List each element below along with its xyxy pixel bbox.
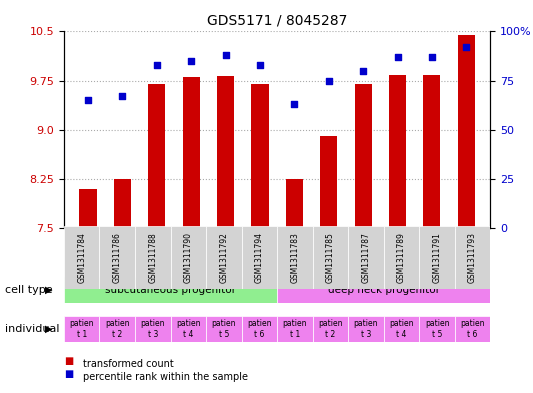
FancyBboxPatch shape <box>277 316 313 342</box>
FancyBboxPatch shape <box>384 226 419 289</box>
Bar <box>354 84 372 228</box>
Text: cell type: cell type <box>5 285 53 295</box>
Text: patien: patien <box>247 319 272 328</box>
Text: t 5: t 5 <box>219 330 229 339</box>
FancyBboxPatch shape <box>64 277 277 303</box>
Bar <box>114 179 131 228</box>
FancyBboxPatch shape <box>277 226 313 289</box>
FancyBboxPatch shape <box>419 316 455 342</box>
Text: GSM1311789: GSM1311789 <box>397 232 406 283</box>
Text: t 4: t 4 <box>397 330 407 339</box>
Text: t 2: t 2 <box>112 330 123 339</box>
Point <box>427 54 436 60</box>
Text: ▶: ▶ <box>45 285 53 295</box>
FancyBboxPatch shape <box>100 316 135 342</box>
Bar <box>286 179 303 228</box>
Bar <box>320 136 337 228</box>
FancyBboxPatch shape <box>135 226 171 289</box>
FancyBboxPatch shape <box>171 316 206 342</box>
Text: GSM1311784: GSM1311784 <box>77 232 86 283</box>
Text: patien: patien <box>176 319 200 328</box>
Point <box>359 68 367 74</box>
FancyBboxPatch shape <box>455 226 490 289</box>
Text: patien: patien <box>141 319 165 328</box>
FancyBboxPatch shape <box>313 226 348 289</box>
Text: t 3: t 3 <box>148 330 158 339</box>
Point <box>256 62 264 68</box>
Bar <box>217 76 234 228</box>
Text: patien: patien <box>282 319 307 328</box>
Text: t 1: t 1 <box>290 330 300 339</box>
Text: ■: ■ <box>64 356 73 365</box>
FancyBboxPatch shape <box>206 316 241 342</box>
FancyBboxPatch shape <box>277 277 490 303</box>
Text: t 2: t 2 <box>325 330 336 339</box>
Text: GSM1311794: GSM1311794 <box>255 232 264 283</box>
Text: GSM1311785: GSM1311785 <box>326 232 335 283</box>
Text: t 6: t 6 <box>254 330 264 339</box>
Text: patien: patien <box>318 319 343 328</box>
Text: GSM1311783: GSM1311783 <box>290 232 300 283</box>
FancyBboxPatch shape <box>241 316 277 342</box>
FancyBboxPatch shape <box>348 226 384 289</box>
Text: percentile rank within the sample: percentile rank within the sample <box>83 372 248 382</box>
Point <box>187 58 196 64</box>
FancyBboxPatch shape <box>348 316 384 342</box>
Text: patien: patien <box>461 319 485 328</box>
FancyBboxPatch shape <box>313 316 348 342</box>
Text: t 4: t 4 <box>183 330 193 339</box>
Bar <box>389 75 406 228</box>
Text: t 5: t 5 <box>432 330 442 339</box>
Point <box>118 93 127 99</box>
Bar <box>252 84 269 228</box>
Point <box>290 101 298 107</box>
Text: GSM1311790: GSM1311790 <box>184 232 193 283</box>
Point <box>325 77 333 84</box>
Text: subcutaneous progenitor: subcutaneous progenitor <box>105 285 236 295</box>
Text: deep neck progenitor: deep neck progenitor <box>328 285 440 295</box>
FancyBboxPatch shape <box>241 226 277 289</box>
Text: GSM1311788: GSM1311788 <box>148 232 157 283</box>
FancyBboxPatch shape <box>171 226 206 289</box>
FancyBboxPatch shape <box>100 226 135 289</box>
Text: patien: patien <box>105 319 130 328</box>
Bar <box>148 84 165 228</box>
Bar <box>79 189 96 228</box>
Text: t 1: t 1 <box>77 330 87 339</box>
Text: GSM1311787: GSM1311787 <box>361 232 370 283</box>
Point <box>152 62 161 68</box>
FancyBboxPatch shape <box>64 226 100 289</box>
Text: patien: patien <box>212 319 236 328</box>
FancyBboxPatch shape <box>206 226 241 289</box>
Text: patien: patien <box>354 319 378 328</box>
Point <box>462 44 471 50</box>
FancyBboxPatch shape <box>64 316 100 342</box>
Text: GSM1311791: GSM1311791 <box>433 232 441 283</box>
Point <box>393 54 402 60</box>
Bar <box>183 77 200 228</box>
Text: t 3: t 3 <box>361 330 371 339</box>
Text: ▶: ▶ <box>45 324 53 334</box>
Text: GSM1311792: GSM1311792 <box>220 232 228 283</box>
Text: t 6: t 6 <box>467 330 478 339</box>
Text: individual: individual <box>5 324 60 334</box>
FancyBboxPatch shape <box>455 316 490 342</box>
FancyBboxPatch shape <box>419 226 455 289</box>
Text: transformed count: transformed count <box>83 358 173 369</box>
FancyBboxPatch shape <box>384 316 419 342</box>
Bar <box>458 35 475 228</box>
Text: patien: patien <box>69 319 94 328</box>
Bar <box>423 75 440 228</box>
Text: ■: ■ <box>64 369 73 379</box>
Title: GDS5171 / 8045287: GDS5171 / 8045287 <box>207 13 348 28</box>
Text: patien: patien <box>389 319 414 328</box>
FancyBboxPatch shape <box>135 316 171 342</box>
Text: patien: patien <box>425 319 449 328</box>
Point <box>84 97 92 103</box>
Point <box>221 52 230 58</box>
Text: GSM1311793: GSM1311793 <box>468 232 477 283</box>
Text: GSM1311786: GSM1311786 <box>113 232 122 283</box>
